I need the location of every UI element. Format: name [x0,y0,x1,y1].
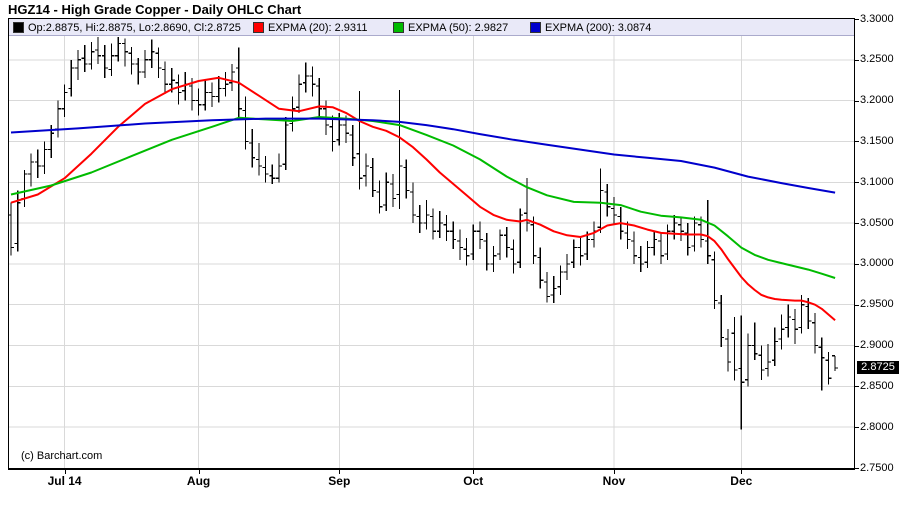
y-tick-mark [855,386,859,388]
x-tick-label: Jul 14 [47,474,82,488]
y-tick-mark [855,345,859,347]
last-price-badge: 2.8725 [857,361,899,375]
y-tick-label: 3.0000 [860,257,894,270]
legend-ema50-label: EXPMA (50): 2.9827 [408,21,509,34]
y-tick-label: 3.1000 [860,175,894,188]
ema-line [10,117,836,194]
x-tick-mark [339,470,341,474]
y-tick-label: 3.2500 [860,53,894,66]
ema20-swatch-icon [253,22,264,33]
legend-ema20-label: EXPMA (20): 2.9311 [268,21,368,34]
legend-bar: Op:2.8875, Hi:2.8875, Lo:2.8690, Cl:2.87… [9,19,854,36]
y-tick-label: 2.8500 [860,379,894,392]
ohlc-swatch-icon [13,22,24,33]
x-tick-label: Oct [463,474,484,488]
y-tick-mark [855,468,859,469]
y-tick-mark [855,19,859,20]
x-tick-label: Sep [328,474,351,488]
legend-ohlc-label: Op:2.8875, Hi:2.8875, Lo:2.8690, Cl:2.87… [28,21,241,34]
legend-item-ohlc: Op:2.8875, Hi:2.8875, Lo:2.8690, Cl:2.87… [13,21,241,34]
y-tick-label: 3.2000 [860,94,894,107]
y-tick-mark [855,100,859,102]
ema200-swatch-icon [530,22,541,33]
x-tick-mark [64,470,66,474]
y-tick-label: 2.9500 [860,298,894,311]
plot-area: Op:2.8875, Hi:2.8875, Lo:2.8690, Cl:2.87… [8,18,855,470]
y-tick-mark [855,182,859,184]
y-tick-mark [855,427,859,429]
y-tick-mark [855,304,859,306]
copyright-label: (c) Barchart.com [21,450,103,462]
y-tick-label: 3.3000 [860,12,894,25]
y-tick-mark [855,223,859,225]
price-chart-canvas [9,36,854,468]
y-tick-mark [855,141,859,143]
x-tick-label: Dec [730,474,753,488]
x-tick-label: Nov [602,474,626,488]
x-tick-label: Aug [186,474,211,488]
legend-item-ema200: EXPMA (200): 3.0874 [530,21,651,34]
x-tick-mark [614,470,615,474]
legend-ema200-label: EXPMA (200): 3.0874 [545,21,652,34]
y-tick-mark [855,59,859,61]
ema50-swatch-icon [393,22,404,33]
page-title: HGZ14 - High Grade Copper - Daily OHLC C… [8,2,302,17]
y-tick-label: 2.7500 [860,461,894,474]
x-tick-mark [741,470,743,474]
y-tick-label: 2.9000 [860,339,894,352]
ema-line [10,76,836,321]
y-tick-label: 3.0500 [860,216,894,229]
y-tick-label: 2.8000 [860,420,894,433]
x-tick-mark [473,470,475,474]
x-tick-mark [198,470,200,474]
y-tick-label: 3.1500 [860,134,894,147]
y-tick-mark [855,263,859,265]
legend-item-ema20: EXPMA (20): 2.9311 [253,21,367,34]
legend-item-ema50: EXPMA (50): 2.9827 [393,21,508,34]
